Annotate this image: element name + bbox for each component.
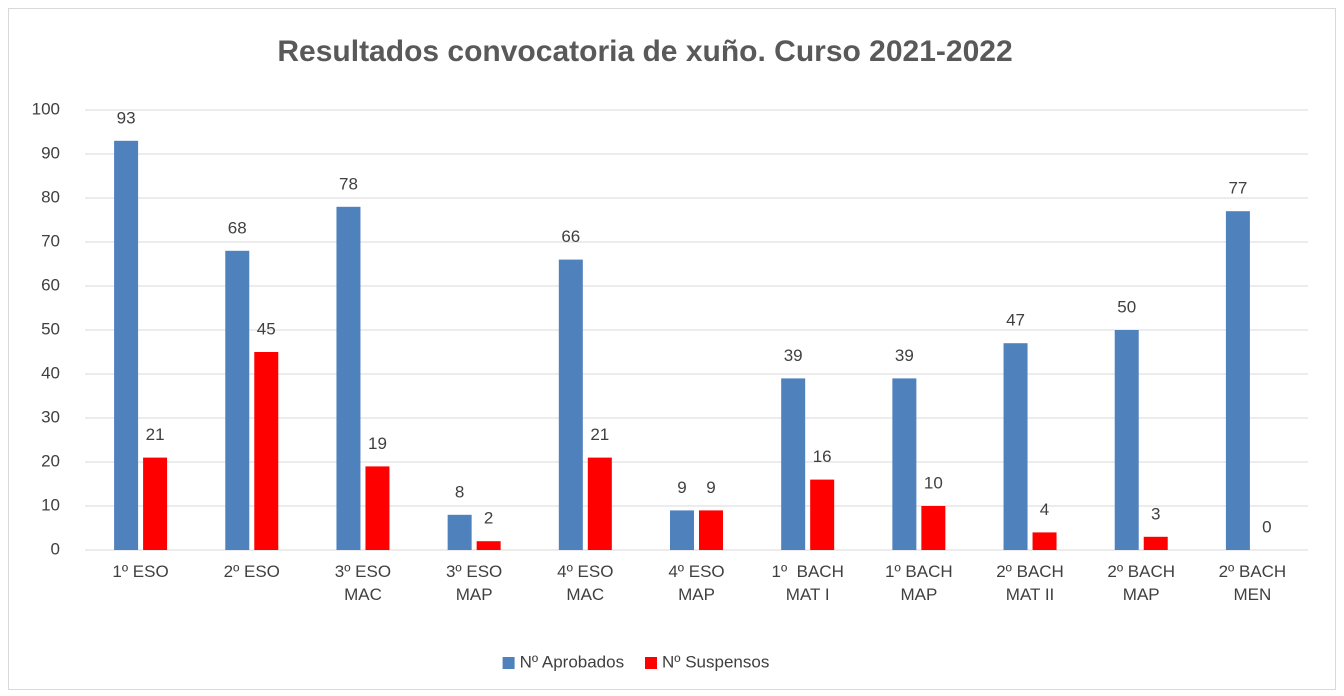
data-label: 8 [455,482,464,501]
y-tick-label: 100 [32,99,60,118]
bar [558,259,583,550]
x-tick-label: 1º BACH MAP [885,562,953,604]
data-label: 9 [706,478,715,497]
y-tick-label: 50 [41,319,60,338]
bar [670,510,694,550]
bar [587,457,612,550]
y-tick-label: 90 [41,143,60,162]
bar [114,140,139,551]
x-tick-label: 2º BACH MAP [1107,562,1176,604]
data-label: 21 [146,425,165,444]
data-label: 21 [590,425,609,444]
bar [225,250,250,551]
x-tick-label: 2º BACH MEN [1218,562,1287,604]
data-label: 93 [117,108,136,127]
x-tick-label: 2º ESO [223,562,280,581]
bar [810,479,835,550]
data-label: 77 [1228,179,1247,198]
bar [476,541,501,550]
bar [1225,211,1250,550]
data-label: 3 [1151,504,1160,523]
data-label: 4 [1040,500,1049,519]
bar [1114,330,1139,550]
legend-swatch [502,657,515,669]
bar [336,206,361,551]
legend-label: Nº Suspensos [662,652,769,671]
y-tick-label: 10 [41,495,60,514]
y-tick-label: 40 [41,363,60,382]
data-label: 50 [1117,297,1136,316]
y-tick-label: 80 [41,187,60,206]
data-label: 66 [561,227,580,246]
x-tick-label: 1º ESO [112,562,169,581]
legend-label: Nº Aprobados [520,652,625,671]
y-tick-label: 70 [41,231,60,250]
data-label: 47 [1006,311,1025,330]
y-tick-label: 20 [41,451,60,470]
y-tick-label: 0 [51,539,60,558]
y-tick-label: 30 [41,407,60,426]
data-label: 78 [339,174,358,193]
legend-swatch [645,657,657,669]
x-tick-label: 3º ESO MAP [445,562,503,604]
bar [1032,532,1057,550]
bar [892,378,917,550]
bar [447,514,472,550]
bar [699,510,723,550]
bar [365,466,390,550]
bar [254,352,279,550]
x-tick-label: 4º ESO MAP [668,562,725,604]
x-tick-label: 3º ESO MAC [334,562,392,604]
chart-title: Resultados convocatoria de xuño. Curso 2… [277,35,1012,68]
data-label: 19 [368,434,387,453]
bar [143,457,168,550]
x-tick-label: 1º BACH MAT I [771,562,844,604]
data-label: 39 [784,346,803,365]
bar [781,378,806,550]
x-tick-label: 4º ESO MAC [557,562,614,604]
data-label: 68 [228,218,247,237]
bar [1143,536,1168,550]
data-label: 0 [1262,517,1271,536]
data-label: 10 [924,473,943,492]
data-label: 16 [813,447,832,466]
data-label: 39 [895,346,914,365]
bar [1003,343,1028,550]
bar [921,506,946,550]
data-label: 45 [257,319,276,338]
data-label: 9 [677,478,686,497]
x-tick-label: 2º BACH MAT II [996,562,1064,604]
data-label: 2 [484,509,493,528]
y-tick-label: 60 [41,275,60,294]
